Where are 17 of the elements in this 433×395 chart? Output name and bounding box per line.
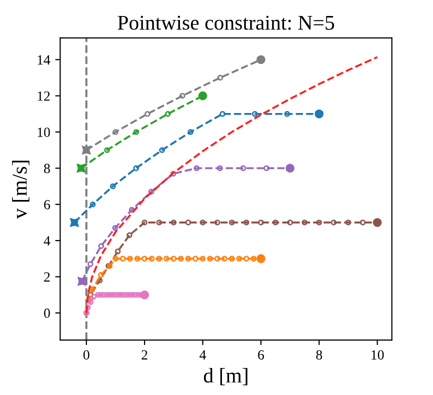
y-tick-label: 10 (38, 128, 50, 137)
x-tick-label: 10 (372, 350, 384, 360)
y-axis-title: v [m/s] (12, 160, 30, 219)
x-tick-label: 6 (258, 350, 264, 360)
y-tick-label: 4 (44, 236, 50, 246)
x-tick-label: 4 (200, 350, 206, 360)
y-tick-label: 0 (44, 308, 50, 318)
y-tick-label: 12 (38, 91, 50, 101)
y-tick-label: 6 (44, 200, 50, 210)
x-tick-label: 8 (316, 350, 322, 360)
x-axis-title: d [m] (204, 368, 248, 386)
y-tick-label: 2 (44, 272, 50, 282)
x-tick-label: 0 (83, 350, 90, 360)
y-tick-label: 8 (44, 164, 50, 174)
x-tick-label: 2 (142, 350, 148, 360)
y-tick-label: 14 (38, 55, 50, 64)
chart-title: Pointwise constraint: N=5 (118, 16, 334, 30)
